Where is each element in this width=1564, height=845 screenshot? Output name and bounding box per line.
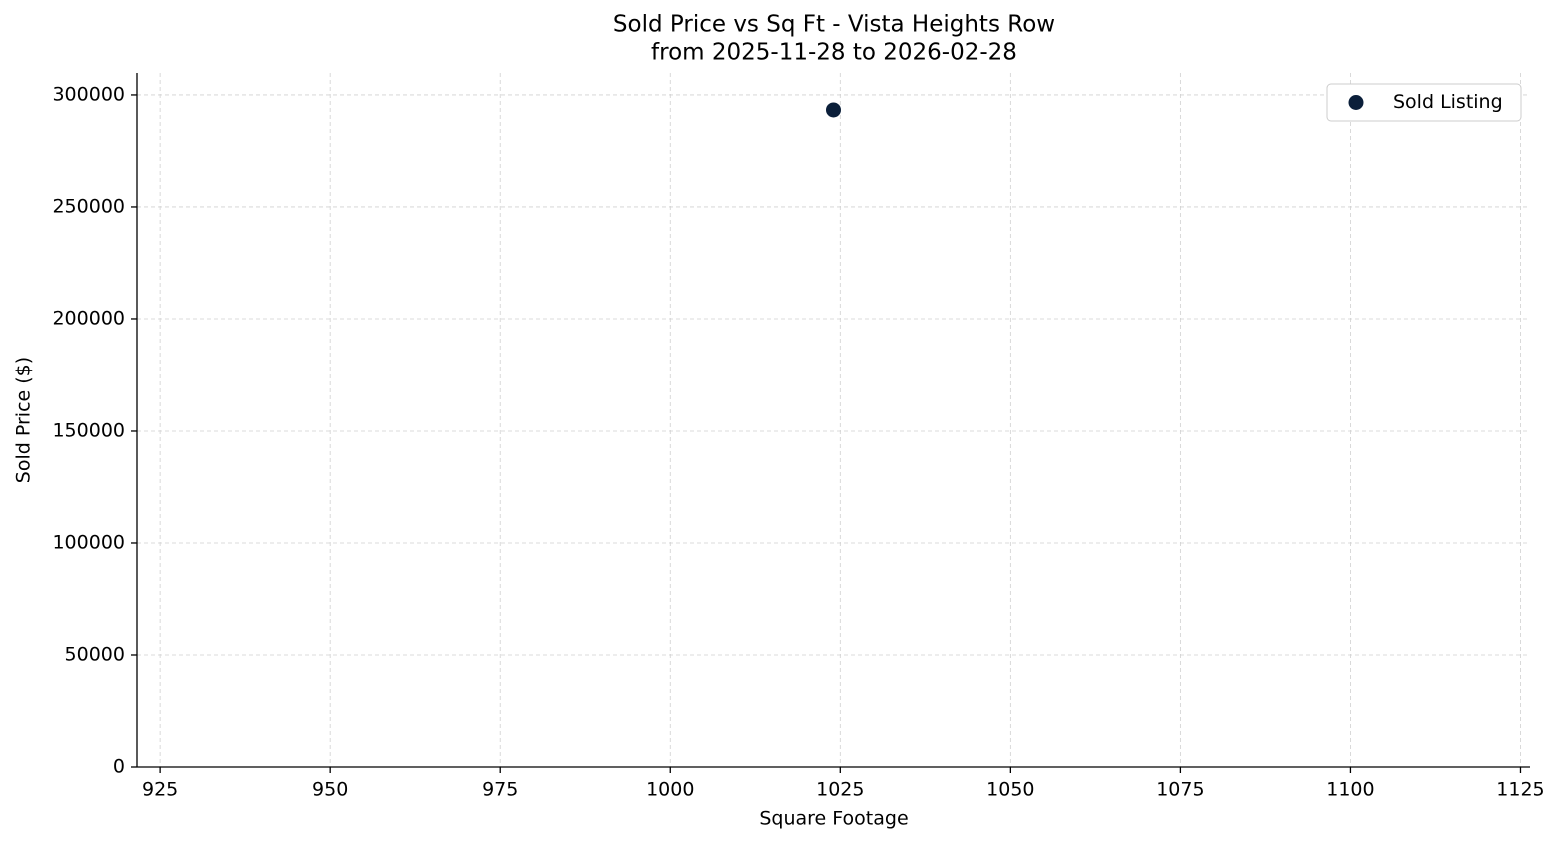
legend-marker — [1348, 95, 1364, 110]
y-tick-label: 50000 — [65, 643, 125, 665]
x-tick-label: 1025 — [816, 779, 864, 801]
x-tick-label: 1075 — [1156, 779, 1204, 801]
x-tick-label: 1100 — [1326, 779, 1374, 801]
x-axis-label: Square Footage — [759, 808, 908, 830]
x-tick-label: 1050 — [986, 779, 1034, 801]
y-tick-label: 300000 — [52, 83, 125, 105]
chart-subtitle: from 2025-11-28 to 2026-02-28 — [651, 40, 1017, 66]
x-tick-label: 1000 — [646, 779, 694, 801]
y-tick-label: 250000 — [52, 195, 125, 217]
x-tick-label: 925 — [142, 779, 178, 801]
legend-label: Sold Listing — [1393, 91, 1503, 113]
y-tick-label: 100000 — [52, 531, 125, 553]
legend-box — [1326, 83, 1522, 122]
x-tick-label: 950 — [312, 779, 348, 801]
x-tick-label: 975 — [482, 779, 518, 801]
y-axis-label: Sold Price ($) — [13, 357, 35, 483]
y-tick-label: 0 — [113, 756, 125, 778]
y-tick-label: 150000 — [52, 419, 125, 441]
point — [826, 102, 841, 118]
chart-title: Sold Price vs Sq Ft - Vista Heights Row — [613, 12, 1055, 38]
x-tick-label: 1125 — [1496, 779, 1544, 801]
y-tick-label: 200000 — [52, 307, 125, 329]
